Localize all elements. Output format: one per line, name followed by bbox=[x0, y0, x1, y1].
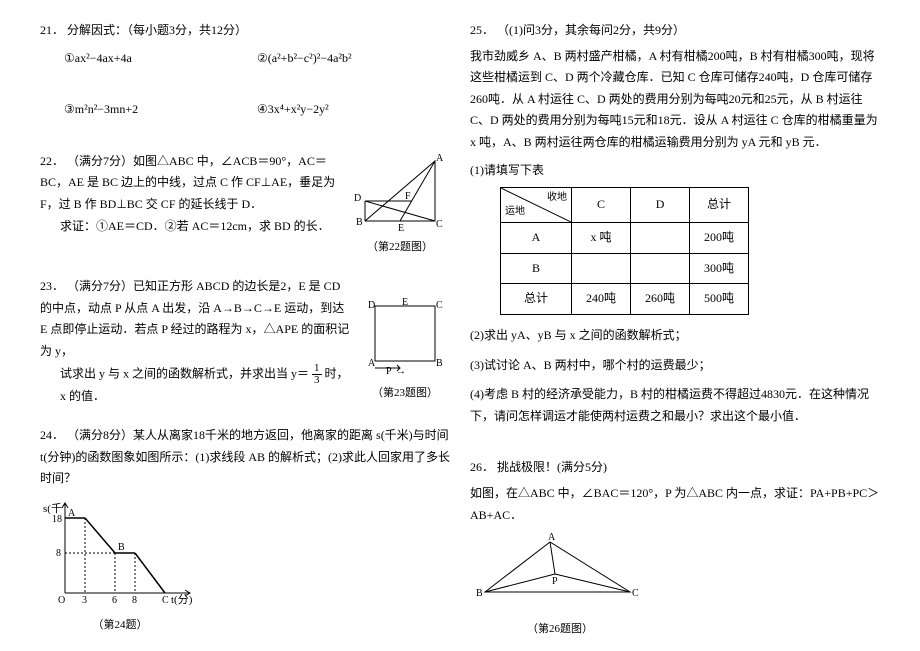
q26-title: 挑战极限！(满分5分) bbox=[497, 460, 607, 474]
svg-text:B: B bbox=[476, 588, 483, 599]
svg-text:B: B bbox=[436, 358, 443, 369]
q25-p2: (2)求出 yA、yB 与 x 之间的函数解析式； bbox=[470, 325, 880, 347]
q21-item-4: ④3x⁴+x²y−2y² bbox=[257, 99, 450, 121]
svg-text:B: B bbox=[118, 542, 125, 553]
q26-body: 如图，在△ABC 中，∠BAC＝120°，P 为△ABC 内一点，求证：PA+P… bbox=[470, 483, 880, 526]
q26-number: 26． bbox=[470, 460, 494, 474]
q23-title: （满分7分）已知正方形 ABCD 的边长是2，E 是 CD 的中点，动点 P 从… bbox=[40, 279, 349, 358]
q25-title: （(1)问3分，其余每问2分，共9分） bbox=[497, 23, 685, 37]
svg-text:C: C bbox=[436, 300, 443, 311]
q25-p1: (1)请填写下表 bbox=[470, 160, 880, 182]
q23-figure: A B C D E P → （第23题图） bbox=[360, 296, 450, 403]
q21-title: 分解因式：（每小题3分，共12分） bbox=[67, 23, 247, 37]
svg-text:P: P bbox=[552, 576, 558, 587]
svg-text:C: C bbox=[436, 219, 443, 230]
svg-text:F: F bbox=[405, 191, 411, 202]
question-23: A B C D E P → （第23题图） 23． （满分7分）已知正方形 AB… bbox=[40, 276, 450, 407]
q21-item-3: ③m²n²−3mn+2 bbox=[64, 99, 257, 121]
svg-text:A: A bbox=[68, 508, 76, 519]
q25-table: 收地 运地 C D 总计 A x 吨 200吨 B 300吨 bbox=[500, 187, 749, 315]
q25-p3: (3)试讨论 A、B 两村中，哪个村的运费最少； bbox=[470, 355, 880, 377]
q24-number: 24． bbox=[40, 428, 64, 442]
q22-number: 22． bbox=[40, 154, 64, 168]
q23-line2a: 试求出 y 与 x 之间的函数解析式，并求出当 y＝ bbox=[60, 366, 309, 380]
q25-number: 25． bbox=[470, 23, 494, 37]
svg-text:3: 3 bbox=[82, 595, 87, 606]
svg-text:B: B bbox=[356, 217, 363, 228]
q26-figure: A B C P （第26题图） bbox=[470, 532, 880, 639]
svg-text:D: D bbox=[368, 300, 375, 311]
q23-square-svg: A B C D E P → bbox=[360, 296, 450, 376]
q25-p4: (4)考虑 B 村的经济承受能力，B 村的柑橘运费不得超过4830元．在这种情况… bbox=[470, 384, 880, 427]
q24-title: （满分8分）某人从离家18千米的地方返回，他离家的距离 s(千米)与时间 t(分… bbox=[40, 428, 450, 485]
svg-text:A: A bbox=[436, 153, 444, 164]
question-21: 21． 分解因式：（每小题3分，共12分） ①ax²−4ax+4a ②(a²+b… bbox=[40, 20, 450, 121]
q23-fig-label: （第23题图） bbox=[360, 384, 450, 404]
svg-text:A: A bbox=[368, 358, 376, 369]
svg-text:O: O bbox=[58, 595, 65, 606]
q21-item-2: ②(a²+b²−c²)²−4a²b² bbox=[257, 48, 450, 70]
right-column: 25． （(1)问3分，其余每问2分，共9分） 我市劲威乡 A、B 两村盛产柑橘… bbox=[460, 20, 890, 631]
svg-text:E: E bbox=[402, 297, 408, 308]
q24-fig-label: （第24题） bbox=[40, 616, 200, 636]
q21-subitems: ①ax²−4ax+4a ②(a²+b²−c²)²−4a²b² ③m²n²−3mn… bbox=[40, 48, 450, 121]
q21-item-1: ①ax²−4ax+4a bbox=[64, 48, 257, 70]
th-total: 总计 bbox=[690, 188, 749, 223]
table-diag-cell: 收地 运地 bbox=[501, 188, 571, 222]
q21-number: 21． bbox=[40, 23, 64, 37]
q26-fig-label: （第26题图） bbox=[470, 620, 650, 640]
q22-title: （满分7分）如图△ABC 中，∠ACB＝90°，AC＝BC，AE 是 BC 边上… bbox=[40, 154, 335, 211]
q22-figure: A B C D E F （第22题图） bbox=[350, 151, 450, 258]
question-26: 26． 挑战极限！(满分5分) 如图，在△ABC 中，∠BAC＝120°，P 为… bbox=[470, 457, 880, 639]
table-row: A x 吨 200吨 bbox=[501, 223, 749, 254]
svg-text:t(分): t(分) bbox=[171, 593, 193, 606]
svg-text:8: 8 bbox=[132, 595, 137, 606]
question-25: 25． （(1)问3分，其余每问2分，共9分） 我市劲威乡 A、B 两村盛产柑橘… bbox=[470, 20, 880, 427]
q26-triangle-svg: A B C P bbox=[470, 532, 650, 612]
q23-fraction: 1 3 bbox=[312, 363, 322, 386]
q25-body: 我市劲威乡 A、B 两村盛产柑橘，A 村有柑橘200吨，B 村有柑橘300吨，现… bbox=[470, 46, 880, 154]
svg-text:A: A bbox=[548, 532, 556, 543]
q24-graph-svg: s(千 18 8 O 3 6 8 t(分) A B C bbox=[40, 498, 200, 608]
q22-fig-label: （第22题图） bbox=[350, 238, 450, 258]
th-c: C bbox=[572, 188, 631, 223]
svg-text:C: C bbox=[162, 595, 169, 606]
question-22: A B C D E F （第22题图） 22． （满分7分）如图△ABC 中，∠… bbox=[40, 151, 450, 258]
q22-triangle-svg: A B C D E F bbox=[350, 151, 450, 231]
th-d: D bbox=[631, 188, 690, 223]
svg-text:D: D bbox=[354, 193, 361, 204]
table-row: 总计 240吨 260吨 500吨 bbox=[501, 284, 749, 315]
svg-text:E: E bbox=[398, 223, 404, 231]
left-column: 21． 分解因式：（每小题3分，共12分） ①ax²−4ax+4a ②(a²+b… bbox=[30, 20, 460, 631]
question-24: 24． （满分8分）某人从离家18千米的地方返回，他离家的距离 s(千米)与时间… bbox=[40, 425, 450, 635]
svg-text:C: C bbox=[632, 588, 639, 599]
table-row: B 300吨 bbox=[501, 253, 749, 284]
q24-figure: s(千 18 8 O 3 6 8 t(分) A B C （第24题） bbox=[40, 498, 450, 635]
svg-text:8: 8 bbox=[56, 548, 61, 559]
svg-text:18: 18 bbox=[52, 514, 62, 525]
svg-text:6: 6 bbox=[112, 595, 117, 606]
q23-number: 23． bbox=[40, 279, 64, 293]
